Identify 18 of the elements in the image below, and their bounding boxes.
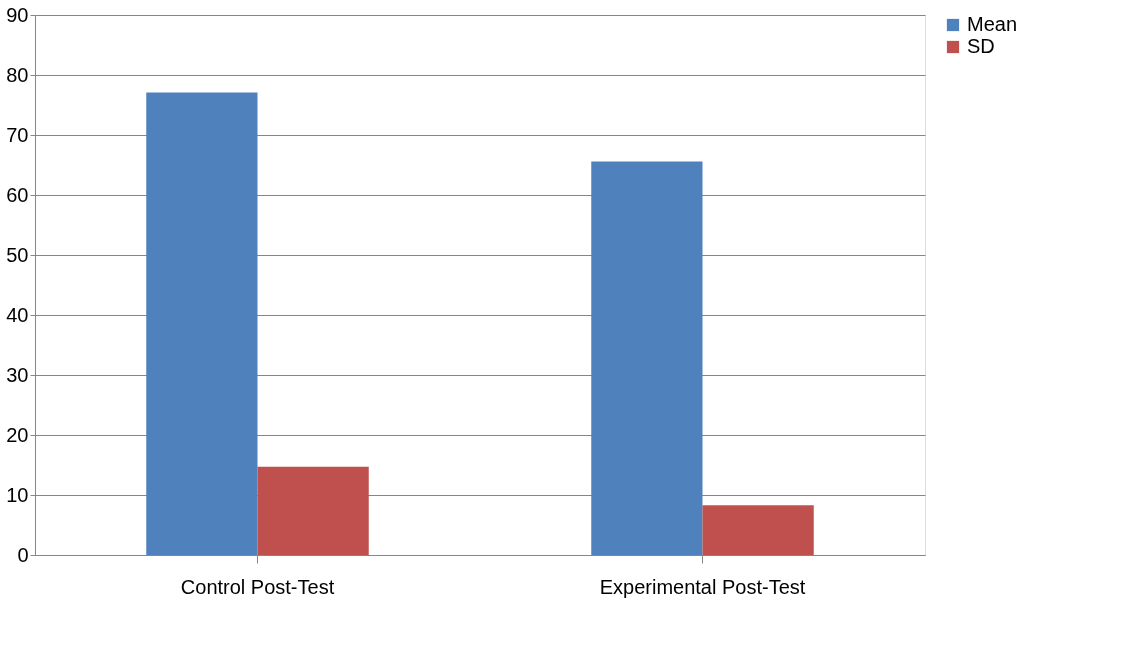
bar [702,505,814,555]
legend-label: Mean [967,13,1018,35]
y-tick-label: 20 [6,423,29,446]
y-tick-label: 50 [6,243,29,266]
bar [257,466,369,555]
x-tick-label: Experimental Post-Test [599,575,806,598]
legend-label: SD [967,35,995,57]
bar [591,161,703,555]
y-tick-label: 70 [6,123,29,146]
y-tick-label: 90 [6,3,29,26]
bar [146,92,258,555]
y-tick-label: 80 [6,63,29,86]
y-tick-label: 10 [6,483,29,506]
y-tick-label: 30 [6,363,29,386]
y-tick-label: 0 [17,543,29,566]
y-tick-label: 60 [6,183,29,206]
x-tick-label: Control Post-Test [180,575,335,598]
y-tick-label: 40 [6,303,29,326]
